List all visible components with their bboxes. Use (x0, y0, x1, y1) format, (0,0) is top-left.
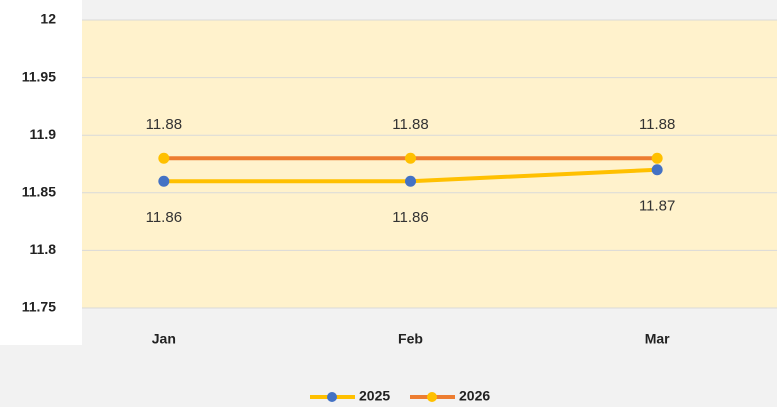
y-tick-label: 12 (40, 11, 56, 27)
y-tick-label: 11.9 (30, 126, 57, 142)
data-label: 11.86 (392, 209, 428, 226)
x-tick-label: Jan (152, 331, 176, 347)
y-tick-label: 11.8 (30, 241, 57, 257)
legend-marker (327, 392, 337, 402)
marker (405, 152, 416, 164)
marker (405, 175, 416, 187)
legend-marker (427, 392, 437, 402)
marker (158, 175, 170, 187)
axis-area (0, 0, 82, 345)
y-tick-label: 11.95 (22, 68, 56, 84)
x-tick-label: Feb (398, 331, 423, 347)
data-label: 11.87 (639, 198, 675, 215)
y-tick-label: 11.85 (22, 184, 56, 200)
data-label: 11.88 (146, 116, 182, 133)
plot-area (82, 20, 777, 308)
marker (651, 152, 663, 164)
data-label: 11.86 (146, 209, 182, 226)
x-tick-label: Mar (645, 331, 670, 347)
marker (158, 152, 170, 164)
y-tick-label: 11.75 (22, 299, 56, 315)
legend-label: 2025 (359, 388, 390, 404)
marker (651, 164, 663, 176)
data-label: 11.88 (639, 116, 675, 133)
data-label: 11.88 (392, 116, 428, 133)
legend-label: 2026 (459, 388, 490, 404)
